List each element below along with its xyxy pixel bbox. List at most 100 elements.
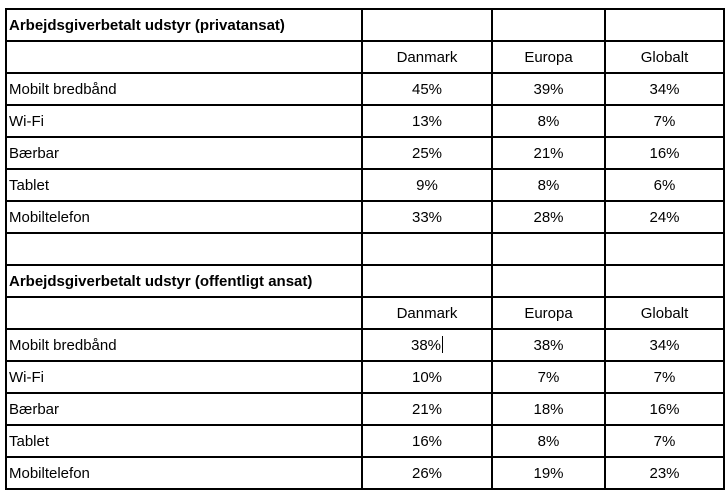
empty-cell[interactable] — [361, 264, 493, 298]
value-text: 8% — [537, 112, 560, 130]
value-cell[interactable]: 23% — [604, 456, 725, 490]
value-cell[interactable]: 16% — [361, 424, 493, 458]
section-title-cell[interactable]: Arbejdsgiverbetalt udstyr (privatansat) — [5, 8, 363, 42]
value-cell[interactable]: 34% — [604, 328, 725, 362]
row-label-cell[interactable]: Bærbar — [5, 136, 363, 170]
value-cell[interactable]: 7% — [491, 360, 606, 394]
column-header-cell[interactable]: Globalt — [604, 296, 725, 330]
value-text: 8% — [537, 432, 560, 450]
value-cell[interactable]: 9% — [361, 168, 493, 202]
section-title-row: Arbejdsgiverbetalt udstyr (privatansat) — [5, 8, 725, 42]
value-text: 16% — [649, 144, 680, 162]
value-cell[interactable]: 10% — [361, 360, 493, 394]
column-header-cell[interactable]: Europa — [491, 40, 606, 74]
table-row: Tablet 16% 8% 7% — [5, 424, 725, 458]
value-text: 8% — [537, 176, 560, 194]
value-cell[interactable]: 33% — [361, 200, 493, 234]
value-cell[interactable]: 13% — [361, 104, 493, 138]
value-cell[interactable]: 8% — [491, 168, 606, 202]
row-label-cell[interactable]: Mobiltelefon — [5, 456, 363, 490]
value-text: 19% — [533, 464, 564, 482]
value-cell[interactable]: 6% — [604, 168, 725, 202]
empty-cell[interactable] — [604, 264, 725, 298]
empty-cell[interactable] — [5, 40, 363, 74]
table-row: Mobilt bredbånd 38% 38% 34% — [5, 328, 725, 362]
value-cell[interactable]: 45% — [361, 72, 493, 106]
table-row: Wi-Fi 10% 7% 7% — [5, 360, 725, 394]
column-header-cell[interactable]: Europa — [491, 296, 606, 330]
value-cell[interactable]: 16% — [604, 136, 725, 170]
value-cell[interactable]: 7% — [604, 104, 725, 138]
value-text: 39% — [533, 80, 564, 98]
row-label-cell[interactable]: Tablet — [5, 168, 363, 202]
value-text: 33% — [411, 208, 443, 226]
column-header-cell[interactable]: Danmark — [361, 40, 493, 74]
value-cell[interactable]: 28% — [491, 200, 606, 234]
value-text: 24% — [649, 208, 680, 226]
empty-cell[interactable] — [5, 232, 363, 266]
row-label-cell[interactable]: Wi-Fi — [5, 104, 363, 138]
value-cell[interactable]: 18% — [491, 392, 606, 426]
value-cell[interactable]: 7% — [604, 360, 725, 394]
value-text: 10% — [411, 368, 443, 386]
value-text: 28% — [533, 208, 564, 226]
value-text: 45% — [411, 80, 443, 98]
table-row: Bærbar 21% 18% 16% — [5, 392, 725, 426]
value-text: 34% — [649, 80, 680, 98]
column-header-row: Danmark Europa Globalt — [5, 296, 725, 330]
value-text: 16% — [649, 400, 680, 418]
table-row: Mobilt bredbånd 45% 39% 34% — [5, 72, 725, 106]
value-cell[interactable]: 38% — [491, 328, 606, 362]
value-cell[interactable]: 8% — [491, 424, 606, 458]
empty-cell[interactable] — [491, 264, 606, 298]
value-text: 38% — [410, 337, 442, 354]
value-cell[interactable]: 25% — [361, 136, 493, 170]
empty-cell[interactable] — [361, 232, 493, 266]
value-text: 23% — [649, 464, 680, 482]
value-cell[interactable]: 26% — [361, 456, 493, 490]
value-cell[interactable]: 19% — [491, 456, 606, 490]
column-header-cell[interactable]: Danmark — [361, 296, 493, 330]
value-cell[interactable]: 24% — [604, 200, 725, 234]
empty-cell[interactable] — [491, 232, 606, 266]
text-cursor — [442, 336, 444, 353]
value-cell[interactable]: 7% — [604, 424, 725, 458]
section-title-cell[interactable]: Arbejdsgiverbetalt udstyr (offentligt an… — [5, 264, 363, 298]
value-cell[interactable]: 34% — [604, 72, 725, 106]
empty-cell[interactable] — [361, 8, 493, 42]
empty-cell[interactable] — [604, 232, 725, 266]
equipment-table-body: Arbejdsgiverbetalt udstyr (privatansat) D… — [5, 8, 725, 490]
value-cell[interactable]: 38% — [361, 328, 493, 362]
value-text: 16% — [411, 432, 443, 450]
value-text: 26% — [411, 464, 443, 482]
value-cell[interactable]: 39% — [491, 72, 606, 106]
value-text: 34% — [649, 336, 680, 354]
table-row: Tablet 9% 8% 6% — [5, 168, 725, 202]
value-text: 6% — [653, 176, 676, 194]
value-cell[interactable]: 16% — [604, 392, 725, 426]
value-text: 38% — [533, 336, 564, 354]
value-text: 21% — [411, 400, 443, 418]
spacer-row — [5, 232, 725, 266]
table-row: Mobiltelefon 33% 28% 24% — [5, 200, 725, 234]
empty-cell[interactable] — [491, 8, 606, 42]
value-text: 9% — [416, 176, 438, 194]
value-cell[interactable]: 8% — [491, 104, 606, 138]
value-text: 18% — [533, 400, 564, 418]
value-text: 7% — [653, 368, 676, 386]
row-label-cell[interactable]: Mobiltelefon — [5, 200, 363, 234]
value-cell[interactable]: 21% — [491, 136, 606, 170]
row-label-cell[interactable]: Mobilt bredbånd — [5, 72, 363, 106]
row-label-cell[interactable]: Wi-Fi — [5, 360, 363, 394]
empty-cell[interactable] — [5, 296, 363, 330]
empty-cell[interactable] — [604, 8, 725, 42]
table-row: Wi-Fi 13% 8% 7% — [5, 104, 725, 138]
column-header-cell[interactable]: Globalt — [604, 40, 725, 74]
row-label-cell[interactable]: Tablet — [5, 424, 363, 458]
value-cell[interactable]: 21% — [361, 392, 493, 426]
value-text: 21% — [533, 144, 564, 162]
row-label-cell[interactable]: Mobilt bredbånd — [5, 328, 363, 362]
table-row: Mobiltelefon 26% 19% 23% — [5, 456, 725, 490]
value-text: 13% — [411, 112, 443, 130]
row-label-cell[interactable]: Bærbar — [5, 392, 363, 426]
